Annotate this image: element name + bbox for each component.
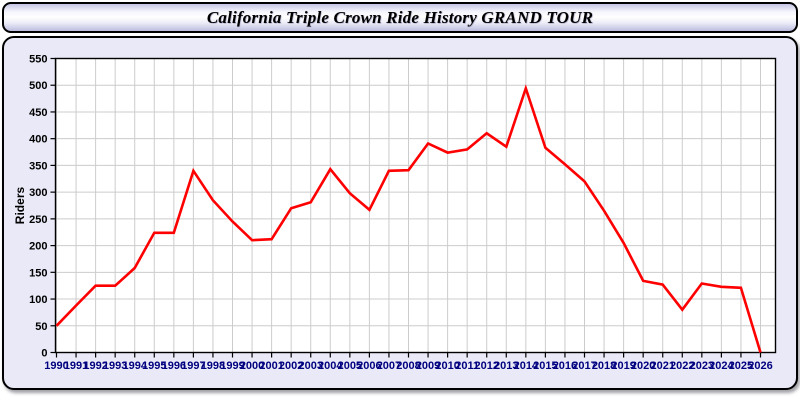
chart-panel xyxy=(2,36,798,390)
chart-title: California Triple Crown Ride History GRA… xyxy=(206,7,594,27)
chart-title-bar: California Triple Crown Ride History GRA… xyxy=(2,2,798,33)
